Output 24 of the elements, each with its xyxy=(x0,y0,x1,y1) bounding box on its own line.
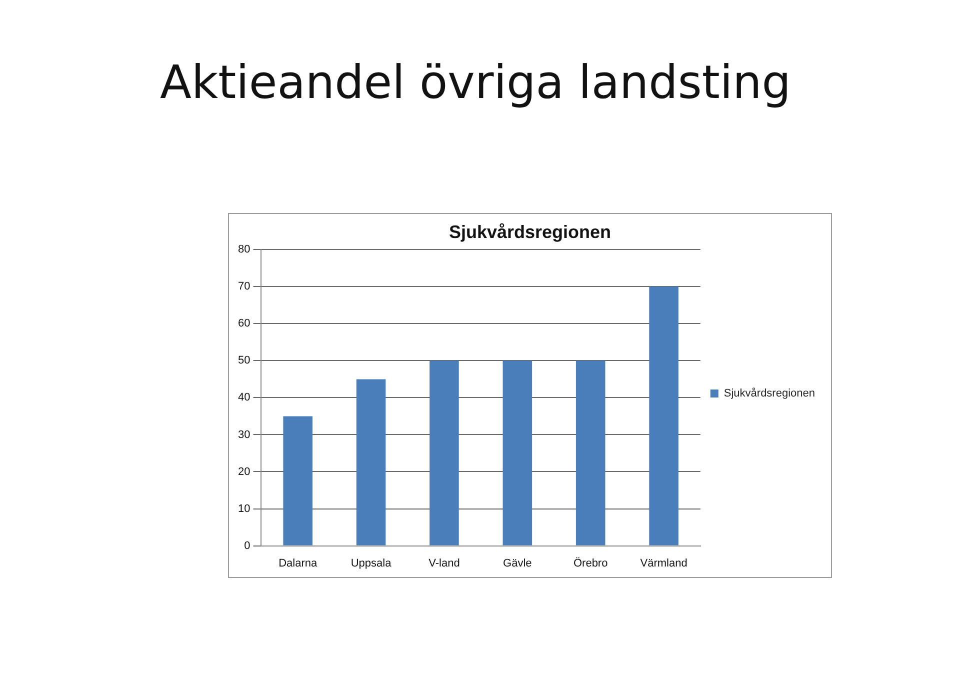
bar xyxy=(283,416,312,546)
y-tick-label: 70 xyxy=(238,280,250,293)
x-tick-label: Örebro xyxy=(573,556,608,570)
y-tick-label: 40 xyxy=(238,392,250,404)
bar xyxy=(576,360,606,546)
y-tick-label: 30 xyxy=(238,428,250,441)
x-tick-label: Värmland xyxy=(640,557,688,570)
y-tick-label: 80 xyxy=(238,244,250,256)
y-tick-label: 60 xyxy=(238,318,250,330)
bar xyxy=(356,379,386,546)
chart-subtitle: Sjukvårdsregionen xyxy=(448,222,612,242)
bar xyxy=(430,360,459,546)
x-tick-label: Dalarna xyxy=(278,557,318,570)
bar xyxy=(502,360,532,546)
x-tick-label: V-land xyxy=(428,557,460,570)
x-tick-label: Uppsala xyxy=(350,557,392,570)
y-tick-label: 10 xyxy=(238,502,250,515)
legend-label: Sjukvårdsregionen xyxy=(724,388,816,400)
y-tick-label: 50 xyxy=(238,354,250,367)
x-tick-label: Gävle xyxy=(503,557,532,570)
y-tick-label: 20 xyxy=(238,466,250,478)
y-tick-label: 0 xyxy=(244,540,250,552)
bar xyxy=(649,286,678,546)
chart-title: Aktieandel övriga landsting xyxy=(160,55,791,109)
